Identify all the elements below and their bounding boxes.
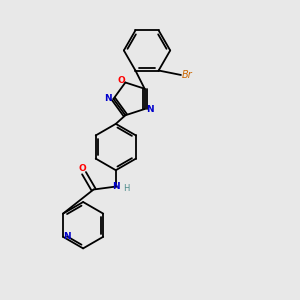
Text: O: O	[79, 164, 86, 173]
Text: N: N	[63, 232, 70, 241]
Text: H: H	[123, 184, 129, 193]
Text: Br: Br	[182, 70, 193, 80]
Text: N: N	[146, 104, 154, 113]
Text: N: N	[112, 182, 120, 191]
Text: N: N	[104, 94, 112, 103]
Text: O: O	[118, 76, 126, 85]
